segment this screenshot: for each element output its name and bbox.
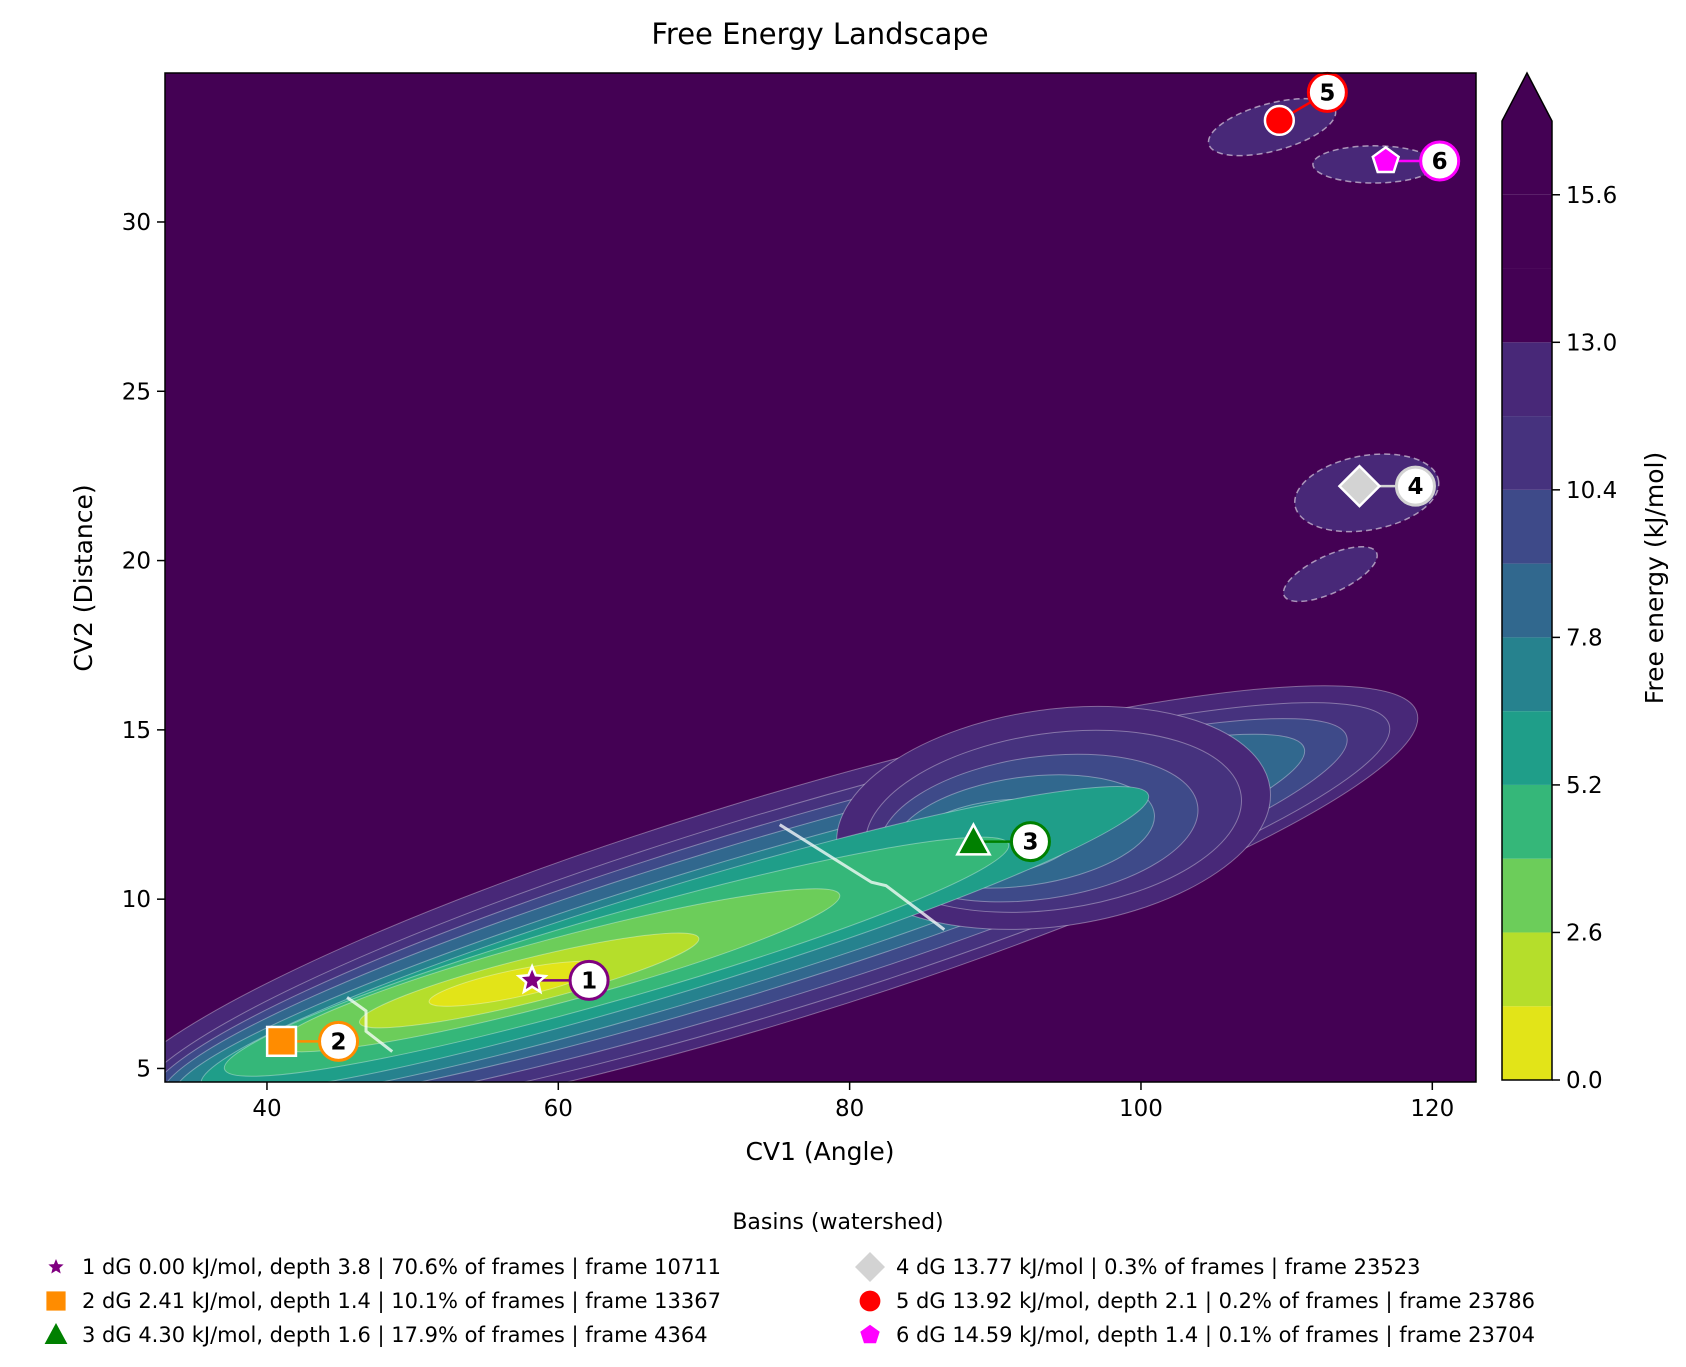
basin-number-label: 5 xyxy=(1319,80,1335,106)
colorbar-label: Free energy (kJ/mol) xyxy=(1640,452,1669,704)
y-tick-label: 10 xyxy=(122,887,151,913)
colorbar-band xyxy=(1502,268,1552,343)
colorbar-band xyxy=(1502,637,1552,712)
basin-2: 2 xyxy=(265,1020,360,1062)
basin-marker-square xyxy=(265,1025,298,1058)
colorbar-tick-label: 10.4 xyxy=(1566,478,1617,504)
y-tick-label: 5 xyxy=(136,1056,151,1082)
colorbar-tick-label: 7.8 xyxy=(1566,625,1603,651)
chart-title: Free Energy Landscape xyxy=(651,17,988,51)
y-tick-label: 30 xyxy=(122,210,151,236)
legend-item-label: 6 dG 14.59 kJ/mol, depth 1.4 | 0.1% of f… xyxy=(896,1323,1535,1347)
colorbar-tick-label: 5.2 xyxy=(1566,773,1603,799)
colorbar-extend-arrow xyxy=(1502,73,1552,121)
basin-number-label: 3 xyxy=(1022,830,1038,856)
legend-item-basin-6: 6 dG 14.59 kJ/mol, depth 1.4 | 0.1% of f… xyxy=(850,1320,1535,1350)
legend-marker-diamond xyxy=(850,1252,890,1282)
colorbar-band xyxy=(1502,858,1552,933)
contour-island xyxy=(1282,545,1378,603)
plot-area: 1 2 3 4 5 6 xyxy=(165,71,1476,1082)
colorbar-band xyxy=(1502,194,1552,269)
legend-item-label: 5 dG 13.92 kJ/mol, depth 2.1 | 0.2% of f… xyxy=(896,1289,1535,1313)
colorbar-band xyxy=(1502,416,1552,490)
basin-3: 3 xyxy=(955,821,1051,863)
watershed-boundary xyxy=(346,996,394,1053)
y-axis-label: CV2 (Distance) xyxy=(69,484,98,671)
y-tick-label: 20 xyxy=(122,549,151,575)
legend-marker-circle xyxy=(850,1286,890,1316)
basin-number-circle xyxy=(1394,465,1436,507)
legend-item-basin-2: 2 dG 2.41 kJ/mol, depth 1.4 | 10.1% of f… xyxy=(36,1286,721,1316)
x-tick-label: 40 xyxy=(252,1096,281,1122)
colorbar-frame xyxy=(1501,71,1553,1081)
basin-marker-pentagon xyxy=(1371,145,1401,174)
legend-item-label: 2 dG 2.41 kJ/mol, depth 1.4 | 10.1% of f… xyxy=(82,1289,721,1313)
legend-marker-pentagon xyxy=(850,1320,890,1350)
legend-marker-square xyxy=(36,1286,76,1316)
colorbar-band xyxy=(1502,342,1552,417)
colorbar-tick-label: 15.6 xyxy=(1566,183,1617,209)
basin-number-circle xyxy=(1009,821,1051,863)
basin-number-label: 4 xyxy=(1407,474,1423,500)
legend-marker-triangle xyxy=(36,1320,76,1350)
basin-number-label: 6 xyxy=(1432,149,1448,175)
legend-item-basin-4: 4 dG 13.77 kJ/mol | 0.3% of frames | fra… xyxy=(850,1252,1420,1282)
y-tick-label: 15 xyxy=(122,718,151,744)
legend-item-label: 1 dG 0.00 kJ/mol, depth 3.8 | 70.6% of f… xyxy=(82,1255,721,1279)
colorbar-band xyxy=(1502,784,1552,859)
legend-item-label: 4 dG 13.77 kJ/mol | 0.3% of frames | fra… xyxy=(896,1255,1421,1279)
watershed-boundary xyxy=(778,823,946,931)
colorbar-tick-label: 0.0 xyxy=(1566,1068,1603,1094)
colorbar-band xyxy=(1502,489,1552,564)
legend-item-basin-1: 1 dG 0.00 kJ/mol, depth 3.8 | 70.6% of f… xyxy=(36,1252,721,1282)
basin-marker-diamond xyxy=(1337,464,1382,508)
x-axis-label: CV1 (Angle) xyxy=(745,1137,894,1166)
x-tick-label: 80 xyxy=(835,1096,864,1122)
basin-number-circle xyxy=(1419,140,1461,182)
legend: Basins (watershed) 1 dG 0.00 kJ/mol, dep… xyxy=(28,1210,1648,1360)
basin-number-circle xyxy=(568,959,610,1001)
basin-marker-star xyxy=(515,963,549,995)
legend-item-basin-3: 3 dG 4.30 kJ/mol, depth 1.6 | 17.9% of f… xyxy=(36,1320,708,1350)
basin-marker-circle xyxy=(1263,104,1295,137)
colorbar-band xyxy=(1502,711,1552,785)
colorbar-band xyxy=(1502,1006,1552,1080)
basin-6: 6 xyxy=(1371,140,1461,182)
basin-number-label: 2 xyxy=(331,1029,347,1055)
colorbar-band xyxy=(1502,121,1552,195)
x-tick-label: 60 xyxy=(544,1096,573,1122)
basin-1: 1 xyxy=(515,959,610,1001)
basin-number-label: 1 xyxy=(581,968,597,994)
colorbar: 0.0 2.6 5.2 7.8 10.4 13.0 15.6 xyxy=(1501,71,1617,1094)
legend-marker-star xyxy=(36,1252,76,1282)
colorbar-band xyxy=(1502,563,1552,638)
colorbar-band xyxy=(1502,932,1552,1007)
x-tick-label: 100 xyxy=(1119,1096,1163,1122)
basin-4: 4 xyxy=(1337,464,1436,508)
legend-item-basin-5: 5 dG 13.92 kJ/mol, depth 2.1 | 0.2% of f… xyxy=(850,1286,1535,1316)
basin-marker-triangle xyxy=(955,821,992,856)
basin-number-circle xyxy=(318,1020,360,1062)
colorbar-tick-label: 13.0 xyxy=(1566,330,1617,356)
x-tick-label: 120 xyxy=(1410,1096,1454,1122)
legend-title: Basins (watershed) xyxy=(732,1210,944,1235)
legend-item-label: 3 dG 4.30 kJ/mol, depth 1.6 | 17.9% of f… xyxy=(82,1323,708,1347)
colorbar-tick-label: 2.6 xyxy=(1566,920,1603,946)
plot-frame xyxy=(164,72,1477,1083)
y-tick-label: 25 xyxy=(122,379,151,405)
